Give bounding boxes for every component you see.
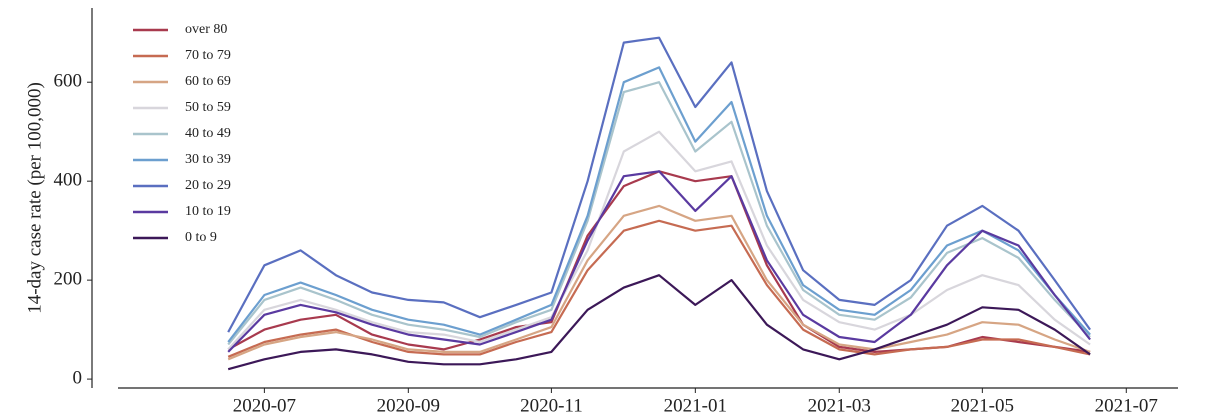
x-tick-label: 2020-11 (520, 395, 583, 416)
x-tick-label: 2021-03 (808, 395, 871, 416)
legend-label: 10 to 19 (185, 204, 231, 219)
series-line (227, 170, 1091, 353)
legend-label: 20 to 29 (185, 178, 231, 193)
series-line (227, 219, 1091, 358)
x-tick-label: 2021-07 (1095, 395, 1158, 416)
x-tick-label: 2020-09 (377, 395, 440, 416)
y-axis-label: 14-day case rate (per 100,000) (24, 82, 45, 314)
series-line (227, 66, 1091, 343)
y-tick-label: 0 (73, 367, 83, 388)
legend-label: 40 to 49 (185, 126, 231, 141)
x-tick-label: 2021-05 (951, 395, 1014, 416)
y-tick-label: 600 (54, 71, 83, 92)
y-tick-label: 400 (54, 170, 83, 191)
series-line (227, 130, 1091, 351)
y-tick-label: 200 (54, 268, 83, 289)
x-tick-label: 2021-01 (664, 395, 727, 416)
legend-label: 0 to 9 (185, 230, 217, 245)
legend-label: over 80 (185, 22, 227, 37)
legend-label: 60 to 69 (185, 74, 231, 89)
series-line (227, 81, 1091, 346)
series-line (227, 36, 1091, 333)
legend-label: 50 to 59 (185, 100, 231, 115)
series-line (227, 170, 1091, 353)
legend-label: 70 to 79 (185, 48, 231, 63)
series-line (227, 204, 1091, 361)
series-line (227, 274, 1091, 371)
legend-label: 30 to 39 (185, 152, 231, 167)
x-tick-label: 2020-07 (233, 395, 296, 416)
